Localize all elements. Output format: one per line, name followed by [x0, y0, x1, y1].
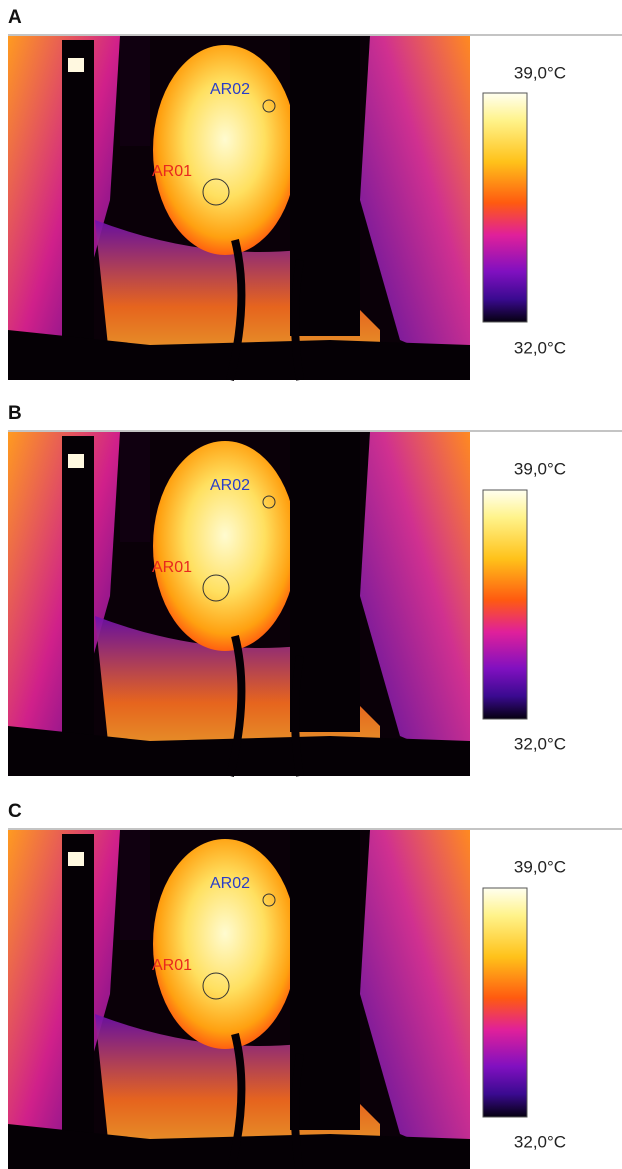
dark-structure [120, 36, 150, 146]
cable [291, 655, 304, 777]
thermal-image [8, 432, 470, 777]
region-marker [202, 972, 230, 1000]
region-marker [262, 893, 276, 907]
cable [291, 259, 304, 381]
region-label: AR01 [152, 957, 192, 974]
dark-structure [62, 40, 94, 380]
scale-max: 39,0°C [514, 459, 566, 478]
hot-region [153, 45, 297, 255]
dark-structure [290, 432, 360, 732]
dark-structure [62, 834, 94, 1169]
dark-structure [120, 432, 150, 542]
scale-max: 39,0°C [514, 63, 566, 82]
warm-region [360, 830, 470, 1164]
dark-structure [62, 436, 94, 776]
highlight [68, 454, 84, 468]
region-marker [202, 574, 230, 602]
panel: A AR02 AR01 39,0°C 32,0°C [8, 7, 622, 381]
panel-label: C [8, 801, 22, 822]
region-label: AR01 [152, 163, 192, 180]
region-label: AR01 [152, 559, 192, 576]
warm-region [360, 36, 470, 370]
region-marker [262, 495, 276, 509]
color-scale [482, 489, 528, 720]
scale-min: 32,0°C [514, 1132, 566, 1151]
highlight [68, 58, 84, 72]
panel: C AR02 AR01 39,0°C 32,0°C [8, 801, 622, 1169]
region-label: AR02 [210, 875, 250, 892]
highlight [68, 852, 84, 866]
scale-min: 32,0°C [514, 338, 566, 357]
cable [226, 635, 246, 777]
hot-region [153, 839, 297, 1049]
cable [226, 239, 246, 381]
region-marker [262, 99, 276, 113]
scale-min: 32,0°C [514, 734, 566, 753]
region-label: AR02 [210, 477, 250, 494]
thermal-image [8, 830, 470, 1169]
panel-label: A [8, 7, 22, 28]
cable [227, 1033, 246, 1169]
dark-structure [120, 830, 150, 940]
panel: B AR02 AR01 39,0°C 32,0°C [8, 403, 622, 777]
region-label: AR02 [210, 81, 250, 98]
color-scale [482, 887, 528, 1118]
scale-max: 39,0°C [514, 857, 566, 876]
thermal-image [8, 36, 470, 381]
region-marker [202, 178, 230, 206]
dark-structure [290, 830, 360, 1130]
cable [291, 1053, 304, 1169]
color-scale [482, 92, 528, 323]
dark-structure [290, 36, 360, 336]
hot-region [153, 441, 297, 651]
warm-region [360, 432, 470, 766]
panel-label: B [8, 403, 22, 424]
